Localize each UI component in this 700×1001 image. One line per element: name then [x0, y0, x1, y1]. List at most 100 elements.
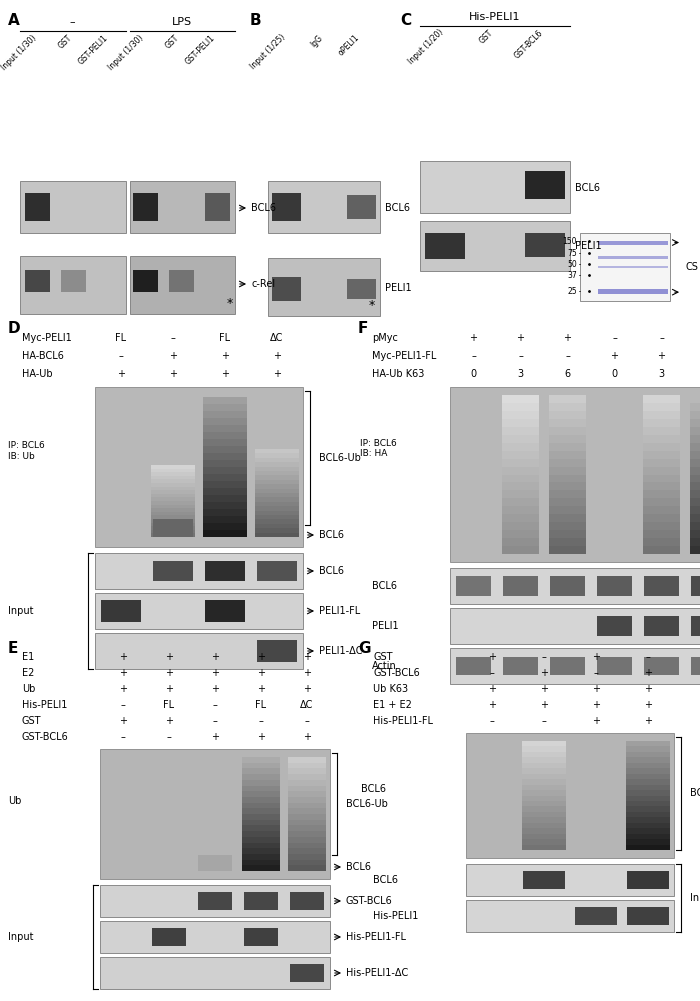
Text: +: + — [303, 668, 311, 678]
Bar — [241, 848, 280, 854]
Text: +: + — [564, 333, 571, 343]
Bar — [204, 193, 230, 221]
Bar — [268, 181, 380, 233]
Bar — [288, 791, 326, 797]
Bar — [205, 561, 245, 581]
Bar — [420, 161, 570, 213]
Bar — [288, 757, 326, 763]
Bar — [203, 424, 247, 432]
Text: Myc-PELI1: Myc-PELI1 — [22, 333, 71, 343]
Bar — [100, 749, 330, 879]
Text: +: + — [644, 716, 652, 726]
Bar — [626, 806, 670, 812]
Bar — [151, 928, 186, 946]
Bar — [690, 538, 700, 547]
Text: His-PELI1-FL: His-PELI1-FL — [346, 932, 406, 942]
Bar — [522, 790, 566, 796]
Bar — [450, 387, 700, 562]
Text: BCL6: BCL6 — [319, 530, 344, 540]
Bar — [203, 452, 247, 460]
Bar — [626, 817, 670, 823]
Text: –: – — [118, 351, 123, 361]
Bar — [151, 515, 195, 519]
Text: –: – — [612, 333, 617, 343]
Text: His-PELI1: His-PELI1 — [469, 12, 521, 22]
Bar — [550, 576, 585, 596]
Bar — [288, 814, 326, 820]
Text: +: + — [488, 684, 496, 694]
Bar — [288, 768, 326, 774]
Bar — [466, 900, 674, 932]
Text: BCL6-Ub: BCL6-Ub — [690, 789, 700, 799]
Text: HA-Ub: HA-Ub — [22, 369, 52, 379]
Bar — [256, 515, 299, 520]
Bar — [502, 474, 539, 482]
Bar — [288, 802, 326, 808]
Text: IP: BCL6
IB: HA: IP: BCL6 IB: HA — [360, 438, 397, 457]
Text: Input: Input — [690, 893, 700, 903]
Bar — [643, 450, 680, 458]
Text: 3: 3 — [659, 369, 664, 379]
Bar — [241, 785, 280, 791]
Bar — [203, 502, 247, 509]
Bar — [450, 568, 700, 604]
Bar — [288, 831, 326, 837]
Bar — [288, 797, 326, 803]
Bar — [257, 561, 297, 581]
Bar — [690, 489, 700, 498]
Bar — [691, 576, 700, 596]
Text: PELI1-FL: PELI1-FL — [319, 606, 360, 616]
Text: +: + — [165, 716, 173, 726]
Text: 37: 37 — [567, 270, 577, 279]
Text: +: + — [169, 351, 177, 361]
Bar — [256, 502, 299, 507]
Bar — [690, 481, 700, 490]
Bar — [151, 512, 195, 516]
Bar — [522, 812, 566, 817]
Bar — [626, 833, 670, 839]
Bar — [288, 825, 326, 831]
Bar — [203, 523, 247, 530]
Text: –: – — [258, 716, 263, 726]
Bar — [95, 593, 303, 629]
Bar — [626, 773, 670, 779]
Bar — [643, 474, 680, 482]
Bar — [690, 546, 700, 554]
Text: +: + — [165, 668, 173, 678]
Bar — [151, 482, 195, 486]
Bar — [549, 450, 587, 458]
Text: +: + — [211, 652, 219, 662]
Text: 0: 0 — [470, 369, 477, 379]
Bar — [151, 500, 195, 505]
Text: PELI1: PELI1 — [575, 241, 601, 251]
Bar — [690, 394, 700, 403]
Text: HA-BCL6: HA-BCL6 — [22, 351, 64, 361]
Bar — [549, 458, 587, 466]
Bar — [502, 410, 539, 418]
Bar — [450, 648, 700, 684]
Text: BCL6: BCL6 — [575, 183, 600, 193]
Bar — [690, 474, 700, 482]
Text: –: – — [304, 716, 309, 726]
Bar — [627, 907, 668, 925]
Bar — [626, 795, 670, 801]
Text: PELI1: PELI1 — [372, 621, 398, 631]
Text: +: + — [221, 369, 229, 379]
Text: +: + — [592, 684, 600, 694]
Bar — [241, 842, 280, 848]
Text: F: F — [358, 321, 368, 336]
Text: BCL6: BCL6 — [385, 203, 410, 213]
Bar — [95, 633, 303, 669]
Bar — [256, 533, 299, 537]
Bar — [502, 514, 539, 523]
Bar — [643, 530, 680, 539]
Bar — [690, 426, 700, 434]
Text: 75: 75 — [567, 249, 577, 258]
Bar — [241, 802, 280, 808]
Bar — [643, 394, 680, 403]
Bar — [522, 763, 566, 768]
Bar — [257, 640, 297, 662]
Bar — [690, 450, 700, 458]
Bar — [643, 522, 680, 531]
Bar — [203, 487, 247, 495]
